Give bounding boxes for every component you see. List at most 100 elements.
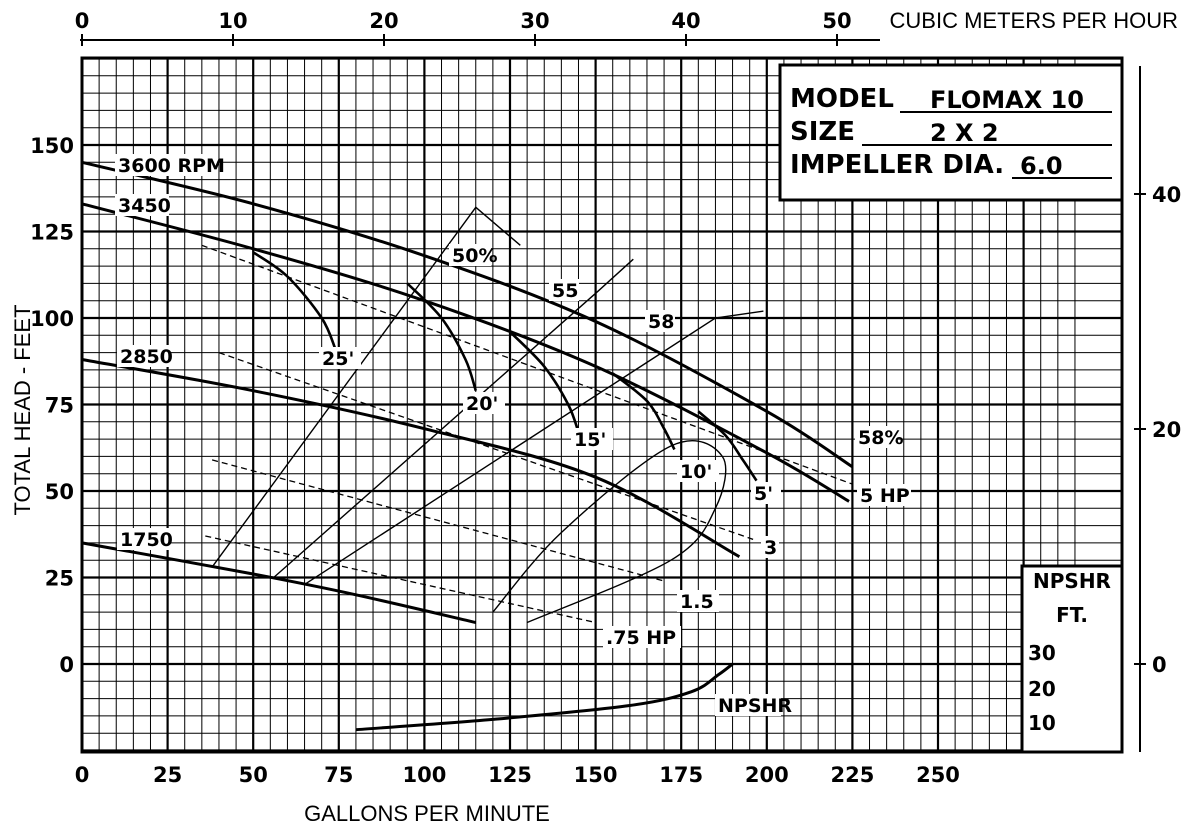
top-tick-label: 50 bbox=[822, 9, 851, 33]
x-tick-label: 175 bbox=[659, 763, 703, 787]
plot-border bbox=[80, 56, 1124, 754]
y-tick-label: 75 bbox=[45, 394, 74, 418]
top-tick-label: 0 bbox=[75, 9, 90, 33]
efficiency-curve-label-bg bbox=[855, 426, 897, 448]
npsh-curve bbox=[509, 330, 580, 433]
hp-line bbox=[211, 459, 665, 582]
npshr-scale-30: 30 bbox=[1028, 641, 1056, 665]
x-tick-label: 50 bbox=[239, 763, 268, 787]
top-tick-label: 40 bbox=[671, 9, 700, 33]
efficiency-curve-label: 58% bbox=[858, 427, 903, 449]
speed-curve-label-bg bbox=[115, 194, 169, 216]
x-tick-label: 150 bbox=[574, 763, 618, 787]
npshr-curve-line bbox=[355, 662, 734, 732]
npsh-curve-label: 10' bbox=[680, 461, 712, 483]
speed-curve bbox=[81, 358, 741, 559]
speed-curve bbox=[81, 202, 850, 503]
npshr-box-frame bbox=[1020, 564, 1124, 754]
npsh-curve bbox=[611, 372, 676, 451]
hp-line-label: 3 bbox=[764, 537, 777, 559]
speed-curve bbox=[81, 160, 854, 469]
speed-curve-label-bg bbox=[117, 528, 171, 550]
speed-curve-label: 2850 bbox=[120, 346, 173, 368]
hp-line-label-bg bbox=[761, 536, 779, 558]
curve-labels: 5 HP 3 1.5.75 HP 50% 55 58 58% 25' 20' 15' 10' 5' 36… bbox=[115, 154, 911, 717]
right-tick-label: 0 bbox=[1152, 653, 1167, 677]
speed-curve bbox=[81, 541, 477, 624]
npsh-curve-label-bg bbox=[751, 482, 781, 504]
npsh-curve-label: 15' bbox=[574, 429, 606, 451]
efficiency-curve bbox=[273, 258, 634, 579]
top-tick-label: 10 bbox=[218, 9, 247, 33]
efficiency-curves bbox=[211, 206, 764, 624]
top-tick-label: 20 bbox=[369, 9, 398, 33]
x-tick-label: 25 bbox=[153, 763, 182, 787]
impeller-value: 6.0 bbox=[1020, 152, 1063, 180]
x-tick-label: 100 bbox=[402, 763, 446, 787]
info-box-frame bbox=[778, 63, 1124, 202]
size-value: 2 X 2 bbox=[930, 119, 999, 147]
efficiency-curve bbox=[304, 310, 764, 585]
y-tick-label: 50 bbox=[45, 480, 74, 504]
speed-curve-label-bg bbox=[117, 345, 171, 367]
right-tick-label: 40 bbox=[1152, 183, 1181, 207]
hp-line bbox=[218, 351, 754, 541]
hp-line-label-bg bbox=[603, 626, 681, 648]
efficiency-curve-label: 58 bbox=[648, 311, 674, 333]
efficiency-curve bbox=[492, 440, 727, 624]
top-tick-label: 30 bbox=[520, 9, 549, 33]
axes-labels: 0 25 50 75 100 125 150 175 200 225 250025507510012… bbox=[30, 9, 1181, 787]
x-tick-label: 0 bbox=[75, 763, 90, 787]
x-tick-label: 125 bbox=[488, 763, 532, 787]
npshr-scale-10: 10 bbox=[1028, 711, 1056, 735]
speed-curve-label: 3450 bbox=[118, 195, 171, 217]
y-axis-label: TOTAL HEAD - FEET bbox=[10, 304, 35, 515]
hp-line-label: .75 HP bbox=[606, 627, 676, 649]
npshr-box-unit: FT. bbox=[1056, 603, 1088, 627]
npsh-curve-label-bg bbox=[677, 460, 719, 482]
hp-line-label: 5 HP bbox=[860, 485, 910, 507]
npshr-curve bbox=[355, 662, 734, 732]
x-tick-label: 75 bbox=[324, 763, 353, 787]
npshr-box-title: NPSHR bbox=[1033, 569, 1111, 593]
npsh-curve-label-bg bbox=[463, 392, 505, 414]
hp-line bbox=[201, 244, 853, 485]
npsh-curve-label: 5' bbox=[754, 483, 773, 505]
npshr-box: NPSHR FT. 30 20 10 bbox=[1020, 564, 1124, 754]
speed-curve-label-bg bbox=[115, 154, 217, 176]
npsh-curve bbox=[252, 251, 337, 350]
model-label: MODEL bbox=[790, 84, 894, 114]
npsh-curve bbox=[406, 282, 478, 392]
size-label: SIZE bbox=[790, 117, 855, 147]
speed-curve-label: 1750 bbox=[120, 529, 173, 551]
npsh-curve-label: 25' bbox=[322, 348, 354, 370]
hp-line-label-bg bbox=[677, 590, 719, 612]
y-tick-label: 0 bbox=[59, 653, 74, 677]
y-tick-label: 25 bbox=[45, 567, 74, 591]
efficiency-curve bbox=[211, 206, 521, 568]
npshr-scale-20: 20 bbox=[1028, 677, 1056, 701]
npsh-curve-label-bg bbox=[571, 428, 613, 450]
y-tick-label: 125 bbox=[30, 221, 74, 245]
hp-line-label-bg bbox=[857, 484, 911, 506]
hp-lines bbox=[201, 244, 853, 624]
npsh-curve-label-bg bbox=[319, 347, 361, 369]
model-value: FLOMAX 10 bbox=[930, 86, 1084, 114]
y-tick-label: 100 bbox=[30, 307, 74, 331]
impeller-label: IMPELLER DIA. bbox=[790, 150, 1004, 180]
x-axis-label: GALLONS PER MINUTE bbox=[304, 801, 550, 826]
efficiency-curve-label-bg bbox=[645, 310, 675, 332]
speed-curves bbox=[81, 160, 854, 624]
npsh-curve-label: 20' bbox=[466, 393, 498, 415]
speed-curve-label: 3600 RPM bbox=[118, 155, 225, 177]
plot-frame bbox=[80, 39, 1141, 754]
hp-line bbox=[205, 535, 596, 624]
y-tick-label: 150 bbox=[30, 134, 74, 158]
right-tick-label: 20 bbox=[1152, 418, 1181, 442]
npshr-curve-label: NPSHR bbox=[718, 695, 792, 717]
x-tick-label: 200 bbox=[745, 763, 789, 787]
efficiency-curve-label-bg bbox=[549, 279, 579, 301]
x-tick-label: 250 bbox=[916, 763, 960, 787]
efficiency-curve-label: 50% bbox=[452, 245, 497, 267]
